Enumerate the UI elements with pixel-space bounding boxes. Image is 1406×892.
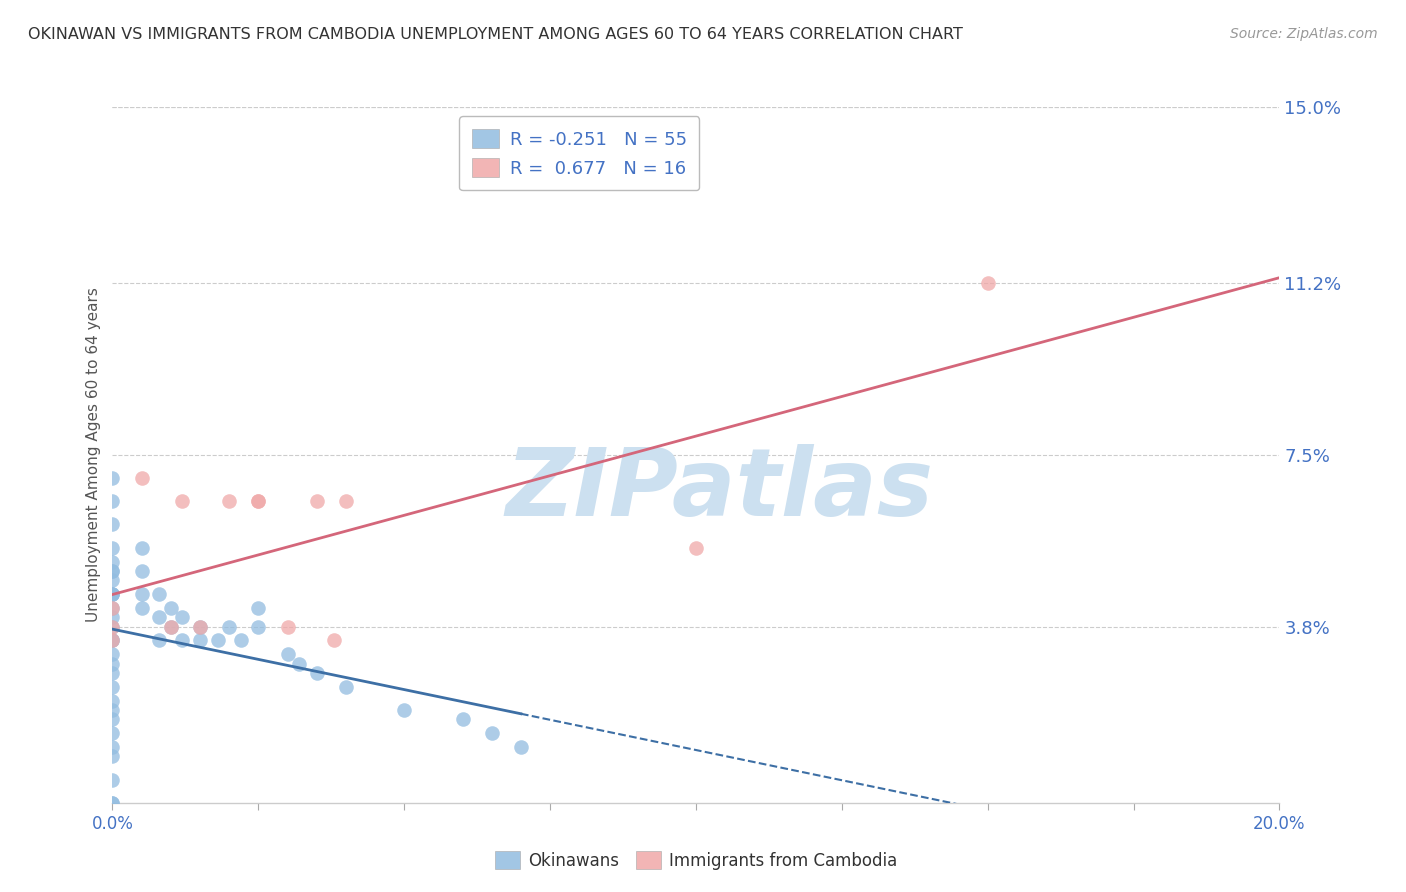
Point <box>131 564 153 578</box>
Point <box>229 633 252 648</box>
Point <box>101 694 124 708</box>
Text: OKINAWAN VS IMMIGRANTS FROM CAMBODIA UNEMPLOYMENT AMONG AGES 60 TO 64 YEARS CORR: OKINAWAN VS IMMIGRANTS FROM CAMBODIA UNE… <box>28 27 963 42</box>
Point <box>101 712 124 726</box>
Text: Source: ZipAtlas.com: Source: ZipAtlas.com <box>1230 27 1378 41</box>
Point <box>131 601 153 615</box>
Point <box>101 564 124 578</box>
Point <box>101 517 124 532</box>
Point <box>101 657 124 671</box>
Point <box>247 494 270 508</box>
Point <box>101 587 124 601</box>
Point <box>247 601 270 615</box>
Point <box>392 703 416 717</box>
Point <box>247 619 270 633</box>
Point <box>101 633 124 648</box>
Point <box>305 494 328 508</box>
Point <box>509 740 531 755</box>
Point <box>451 712 474 726</box>
Point <box>101 573 124 587</box>
Point <box>101 587 124 601</box>
Point <box>101 749 124 764</box>
Point <box>160 619 183 633</box>
Point <box>131 541 153 555</box>
Point <box>101 633 124 648</box>
Point <box>131 587 153 601</box>
Point <box>160 601 183 615</box>
Point <box>172 494 194 508</box>
Point <box>101 494 124 508</box>
Point <box>148 633 170 648</box>
Point <box>131 471 153 485</box>
Point <box>101 703 124 717</box>
Point <box>101 619 124 633</box>
Point <box>101 680 124 694</box>
Point <box>188 633 211 648</box>
Point <box>148 610 170 624</box>
Point <box>101 601 124 615</box>
Point <box>101 648 124 662</box>
Point <box>188 619 211 633</box>
Point <box>188 619 211 633</box>
Point <box>976 277 998 291</box>
Point <box>685 541 707 555</box>
Point <box>148 587 170 601</box>
Point <box>247 494 270 508</box>
Legend: Okinawans, Immigrants from Cambodia: Okinawans, Immigrants from Cambodia <box>486 843 905 878</box>
Point <box>172 633 194 648</box>
Point <box>101 587 124 601</box>
Point <box>288 657 311 671</box>
Point <box>101 619 124 633</box>
Point <box>160 619 183 633</box>
Point <box>276 619 298 633</box>
Point <box>276 648 298 662</box>
Point <box>335 494 357 508</box>
Point <box>101 471 124 485</box>
Point <box>335 680 357 694</box>
Point <box>101 665 124 680</box>
Point <box>101 601 124 615</box>
Text: ZIPatlas: ZIPatlas <box>505 443 934 536</box>
Point <box>101 610 124 624</box>
Point <box>172 610 194 624</box>
Point <box>481 726 503 740</box>
Point <box>305 665 328 680</box>
Point <box>101 564 124 578</box>
Point <box>101 772 124 787</box>
Point <box>323 633 346 648</box>
Point <box>101 633 124 648</box>
Point <box>101 541 124 555</box>
Point <box>101 555 124 569</box>
Point <box>101 740 124 755</box>
Point <box>207 633 229 648</box>
Point <box>218 619 240 633</box>
Y-axis label: Unemployment Among Ages 60 to 64 years: Unemployment Among Ages 60 to 64 years <box>86 287 101 623</box>
Point <box>218 494 240 508</box>
Point <box>101 796 124 810</box>
Point <box>101 796 124 810</box>
Point <box>101 726 124 740</box>
